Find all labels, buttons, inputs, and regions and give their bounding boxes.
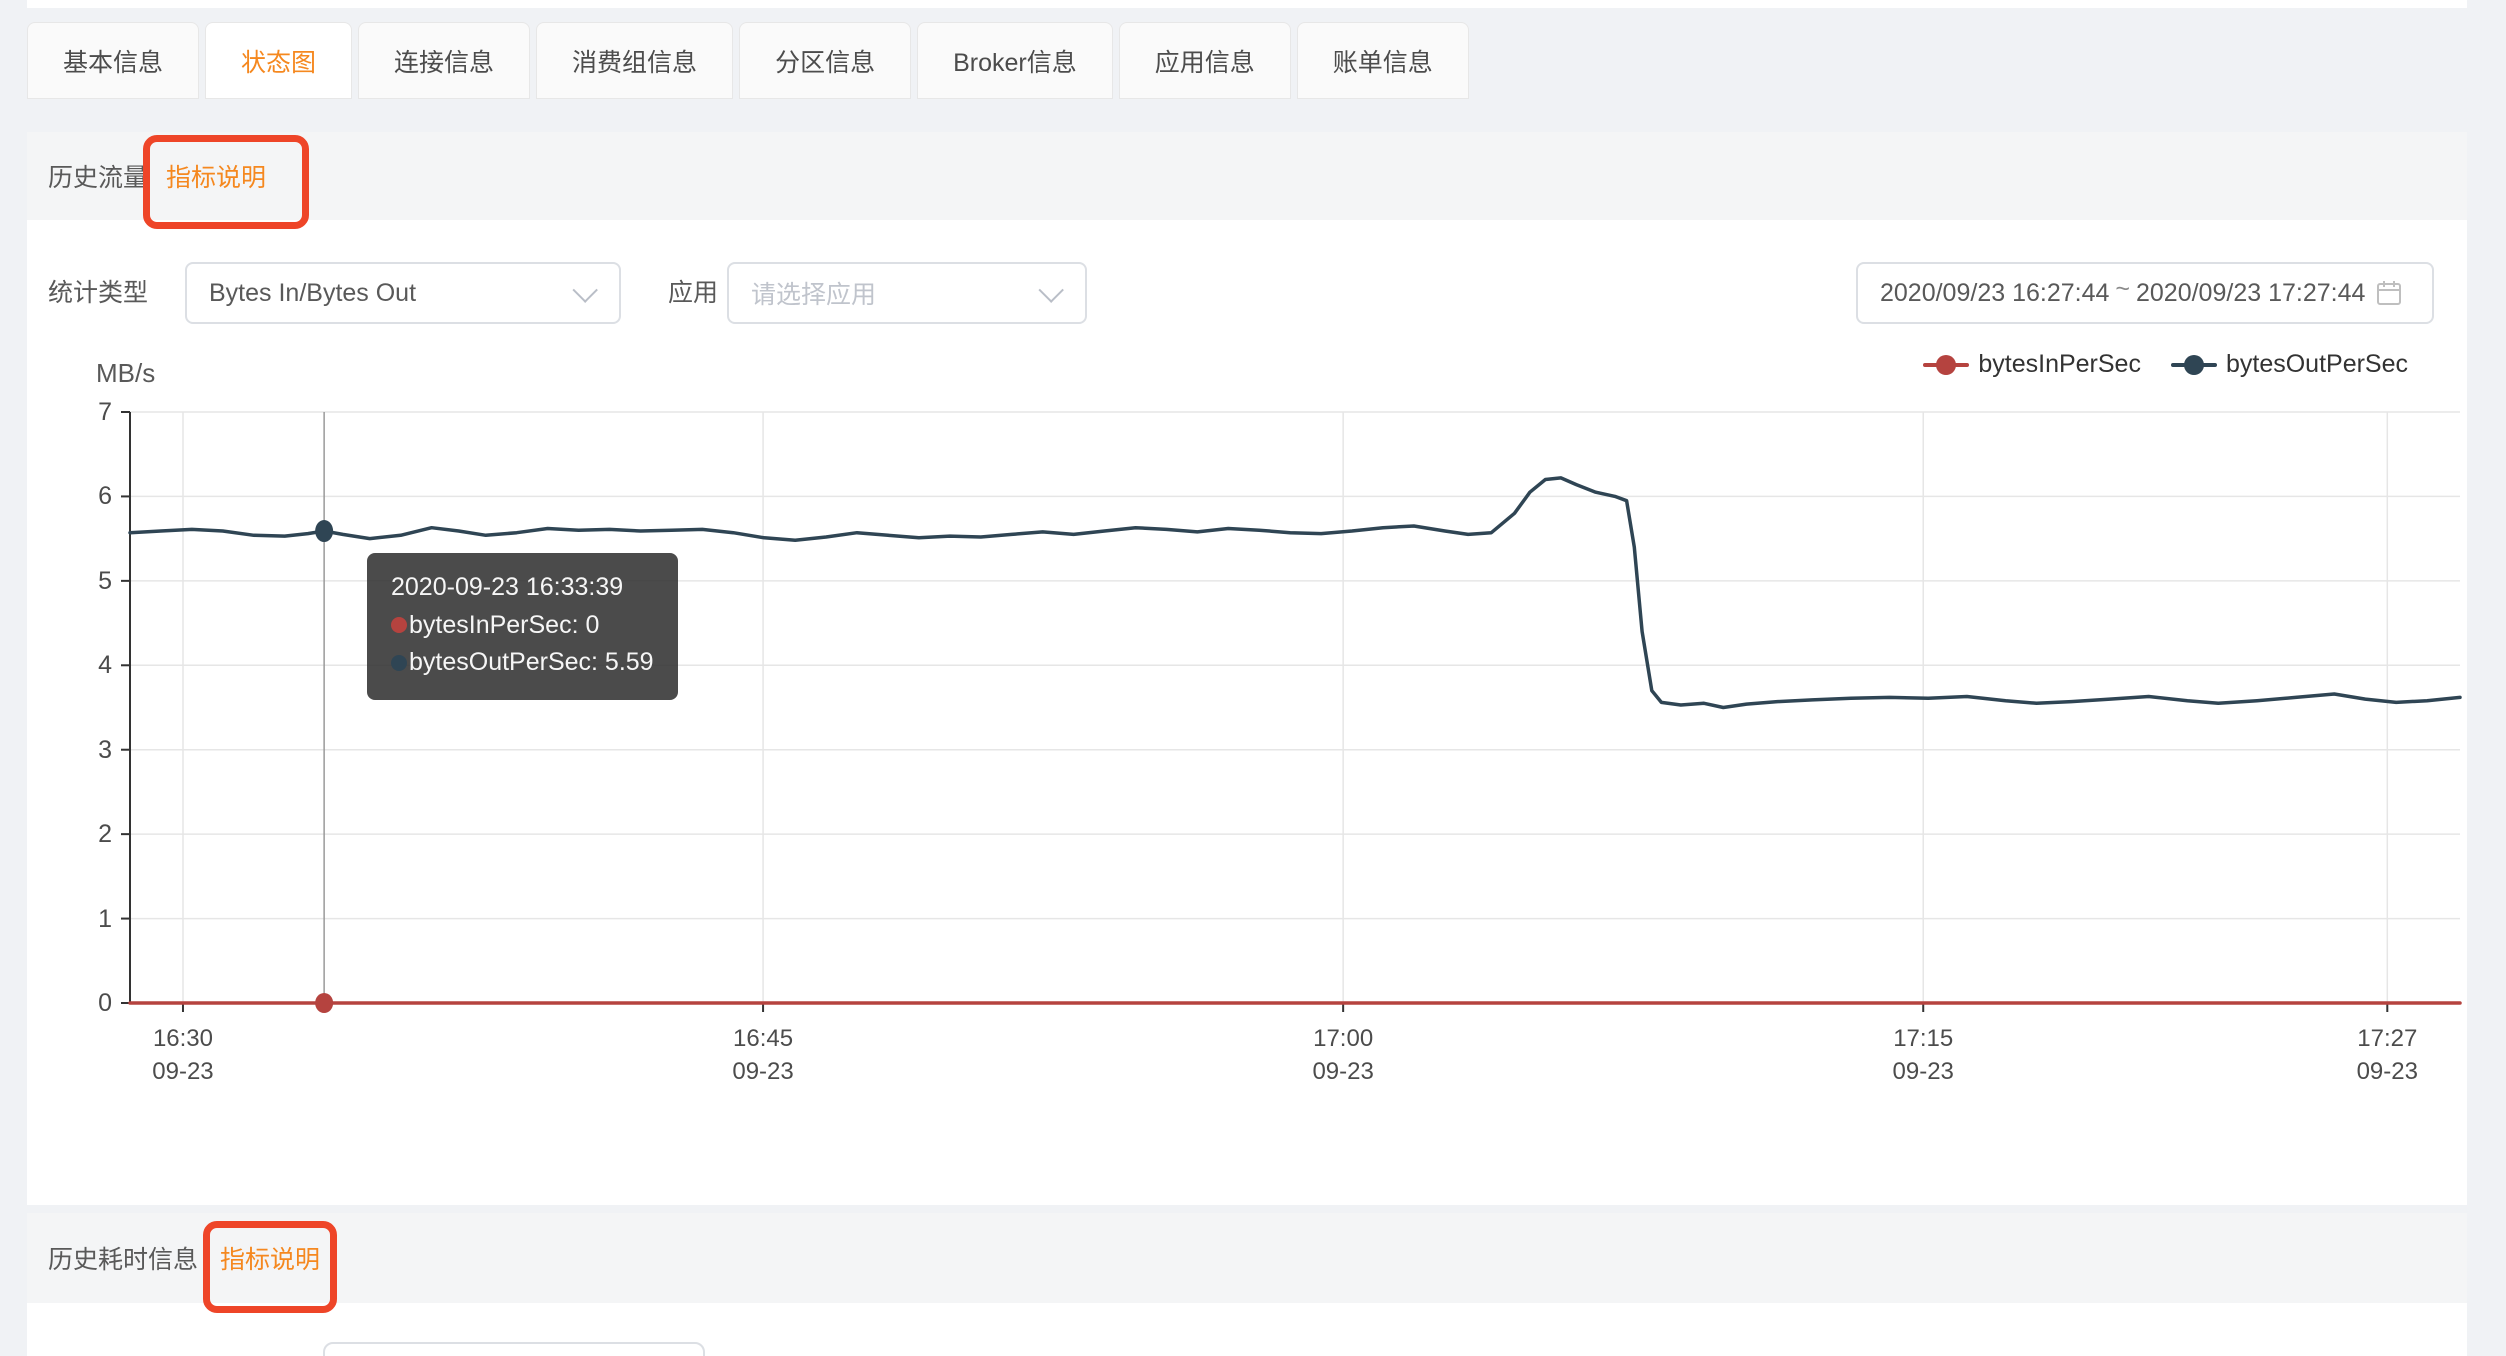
y-tick-label: 6 xyxy=(98,482,112,511)
tab-bar: 基本信息 状态图 连接信息 消费组信息 分区信息 Broker信息 应用信息 账单信息 xyxy=(27,22,1469,99)
latency-panel: 历史耗时信息 指标说明 xyxy=(27,1213,2467,1356)
date-range-picker[interactable]: 2020/09/23 16:27:44 ~2020/09/23 17:27:44 xyxy=(1856,262,2434,324)
app-select[interactable]: 请选择应用 xyxy=(727,262,1087,324)
app-select-placeholder: 请选择应用 xyxy=(751,281,877,309)
legend-label: bytesInPerSec xyxy=(1978,350,2141,378)
line-dot-marker xyxy=(2170,354,2217,375)
metric-help-link[interactable]: 指标说明 xyxy=(220,1246,321,1274)
y-tick-label: 7 xyxy=(98,398,112,426)
y-tick-label: 5 xyxy=(98,566,112,595)
tab-7[interactable]: 应用信息 xyxy=(1118,22,1291,99)
y-tick-label: 3 xyxy=(98,735,112,764)
stat-type-label: 统计类型 xyxy=(48,279,149,307)
y-tick-label: 2 xyxy=(98,820,112,849)
tab-1[interactable]: 基本信息 xyxy=(27,22,200,99)
stat-type-select[interactable]: Bytes In/Bytes Out xyxy=(185,262,621,324)
line-dot-marker xyxy=(1923,354,1970,375)
traffic-panel: 历史流量 指标说明 统计类型 Bytes In/Bytes Out 应用 请选择… xyxy=(27,132,2467,1205)
latency-panel-header: 历史耗时信息 指标说明 xyxy=(27,1213,2467,1313)
panel-title: 历史耗时信息 xyxy=(48,1246,199,1274)
stat-type-value: Bytes In/Bytes Out xyxy=(209,278,417,307)
calendar-icon xyxy=(2377,281,2402,305)
app-label: 应用 xyxy=(668,279,719,307)
tab-6[interactable]: Broker信息 xyxy=(917,22,1113,99)
tab-8[interactable]: 账单信息 xyxy=(1296,22,1469,99)
legend-item-bytesOutPerSec[interactable]: bytesOutPerSec xyxy=(2170,350,2408,379)
panel-title: 历史流量 xyxy=(48,164,149,192)
metric-help-link[interactable]: 指标说明 xyxy=(166,164,267,192)
date-range-tilde: ~ xyxy=(2115,274,2130,303)
y-tick-label: 1 xyxy=(98,904,112,933)
tab-4[interactable]: 消费组信息 xyxy=(536,22,734,99)
date-range-end: 2020/09/23 17:27:44 xyxy=(2136,278,2366,307)
y-tick-label: 0 xyxy=(98,989,112,1017)
y-axis-unit: MB/s xyxy=(96,358,156,388)
tab-5[interactable]: 分区信息 xyxy=(739,22,912,99)
tab-3[interactable]: 连接信息 xyxy=(358,22,531,99)
legend-label: bytesOutPerSec xyxy=(2225,350,2408,378)
legend-item-bytesInPerSec[interactable]: bytesInPerSec xyxy=(1923,350,2141,379)
previous-card-edge xyxy=(27,0,2467,8)
traffic-panel-header: 历史流量 指标说明 xyxy=(27,132,2467,229)
tab-2[interactable]: 状态图 xyxy=(205,22,353,99)
latency-stat-type-select[interactable] xyxy=(323,1342,705,1356)
y-tick-label: 4 xyxy=(98,651,112,680)
chart-legend: bytesInPerSec bytesOutPerSec xyxy=(1923,350,2408,379)
date-range-start: 2020/09/23 16:27:44 xyxy=(1880,278,2110,307)
